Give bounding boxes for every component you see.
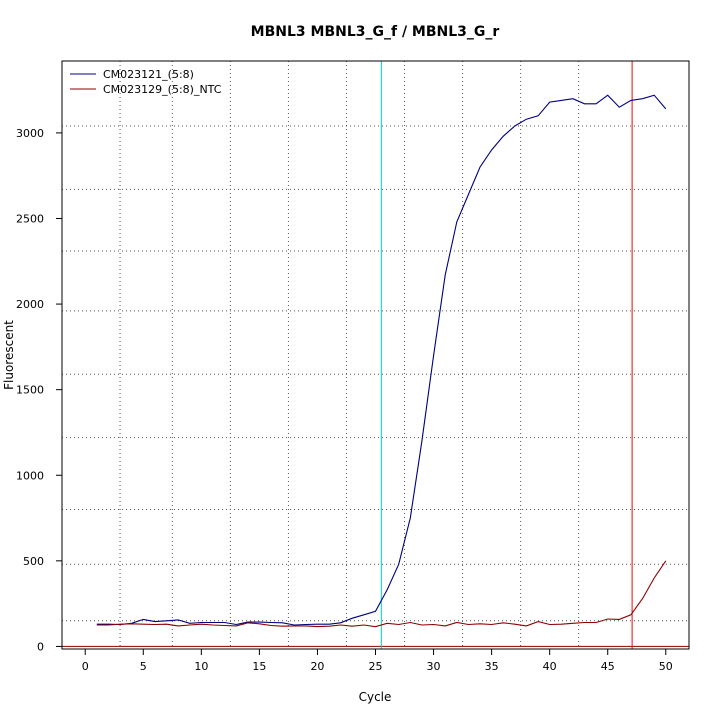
y-tick-label: 1000 [16, 469, 44, 482]
x-axis-label: Cycle [359, 690, 392, 704]
x-tick-label: 40 [543, 660, 557, 673]
y-axis-label: Fluorescent [2, 320, 16, 390]
y-tick-label: 2500 [16, 212, 44, 225]
plot-frame [61, 60, 690, 650]
x-tick-label: 25 [369, 660, 383, 673]
legend: CM023121_(5:8) CM023129_(5:8)_NTC [70, 68, 222, 96]
x-tick-label: 20 [310, 660, 324, 673]
x-tick-label: 0 [82, 660, 89, 673]
y-tick-label: 1500 [16, 384, 44, 397]
x-tick-label: 45 [601, 660, 615, 673]
x-axis: 0 5 10 15 20 25 30 35 40 45 50 [82, 649, 673, 673]
y-axis: 0 500 1000 1500 2000 2500 3000 [16, 127, 62, 653]
series-line-1 [96, 94, 667, 626]
y-tick-label: 3000 [16, 127, 44, 140]
x-tick-label: 10 [194, 660, 208, 673]
y-tick-label: 0 [37, 640, 44, 653]
reference-lines [62, 61, 689, 649]
legend-label: CM023129_(5:8)_NTC [103, 83, 222, 96]
grid [62, 61, 689, 649]
series-line-2 [96, 560, 667, 628]
chart-title: MBNL3 MBNL3_G_f / MBNL3_G_r [251, 24, 500, 40]
series-lines [96, 94, 667, 628]
x-tick-label: 35 [485, 660, 499, 673]
y-tick-label: 2000 [16, 298, 44, 311]
x-tick-label: 30 [427, 660, 441, 673]
legend-label: CM023121_(5:8) [103, 68, 194, 81]
y-tick-label: 500 [23, 555, 44, 568]
x-tick-label: 15 [252, 660, 266, 673]
x-tick-label: 5 [140, 660, 147, 673]
x-tick-label: 50 [659, 660, 673, 673]
